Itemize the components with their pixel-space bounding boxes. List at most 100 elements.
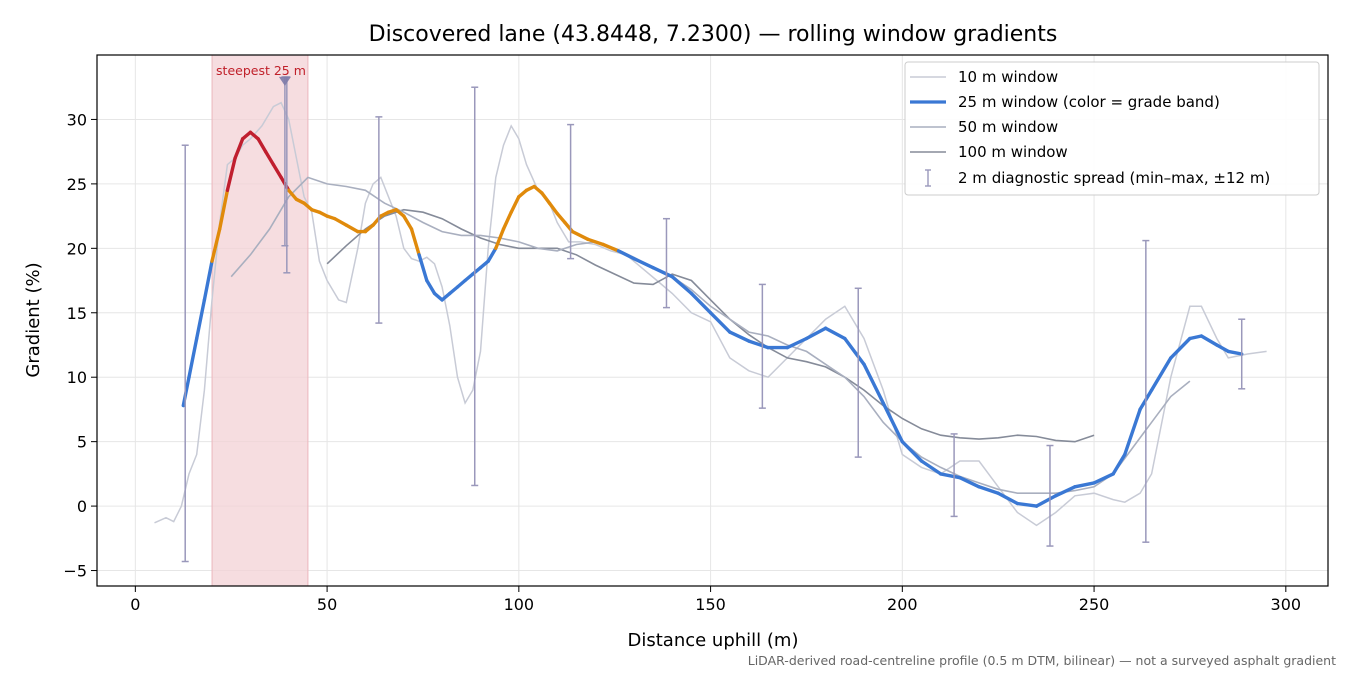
series-25m-segment [287,188,299,202]
series-25m-segment [187,336,199,379]
y-tick-label: 10 [67,368,87,387]
series-25m-segment [881,401,904,444]
series-25m-segment [417,253,429,283]
series-25m-segment [785,336,809,350]
series-25m-segment [264,149,276,167]
y-tick-label: −5 [63,562,87,581]
series-25m-segment [586,237,605,247]
legend-label-100m: 100 m window [958,143,1068,161]
y-tick-label: 30 [67,110,87,129]
legend-label-50m: 50 m window [958,118,1058,136]
series-25m-segment [843,336,866,366]
series-25m-segment [409,227,421,257]
series-25m-segment [919,459,943,476]
series-25m-segment [333,216,348,227]
series-25m-segment [1053,485,1077,498]
series-25m-segment [728,330,751,343]
series-25m-segment [547,201,559,216]
legend: 10 m window 25 m window (color = grade b… [904,61,1320,196]
plot-frame [96,54,1329,587]
diagnostic-error-bar [662,217,670,309]
y-tick-label: 5 [77,433,87,452]
series-25m-segment [425,278,437,296]
series-25m-segment [804,326,828,341]
steepest-marker [278,76,291,86]
y-axis-label: Gradient (%) [23,262,44,377]
x-tick-label: 200 [887,595,918,614]
x-axis-label: Distance uphill (m) [628,630,799,651]
y-tick-label: 15 [67,304,87,323]
series-25m-segment [1123,407,1142,457]
steepest-band [212,55,308,586]
series-25m-segment [689,291,713,315]
series-25m-segment [210,227,222,263]
series-25m-segment [1034,494,1058,508]
series-25m-segment [958,476,981,489]
series-25m-segment [509,195,521,214]
series-25m-segment [1111,452,1127,476]
x-tick-label: 300 [1271,595,1302,614]
series-10m-line [154,101,1267,527]
series-25m-segment [632,256,655,270]
legend-label-25m: 25 m window (color = grade band) [958,93,1220,111]
x-tick-label: 50 [317,595,337,614]
diagnostic-error-bar [758,283,766,409]
diagnostic-error-bar [1046,444,1054,547]
series-25m-segment [747,339,770,350]
diagnostic-error-bar [950,433,958,518]
series-25m-segment [494,227,506,251]
diagnostic-error-bar [1238,318,1246,390]
y-tick-label: 0 [77,497,87,516]
steepest-marker-layer [278,76,291,86]
series-25m-segment [217,188,230,231]
series-25m-segment [1188,334,1204,341]
chart-title: Discovered lane (43.8448, 7.2300) — roll… [369,22,1058,47]
series-25m-segment [616,249,636,261]
legend-swatch-errorbar [925,169,931,187]
diagnostic-error-bar [471,86,479,487]
legend-label-10m: 10 m window [958,68,1058,86]
series-25m-segment [977,485,1000,495]
series-25m-segment [225,156,237,193]
series-25m-segment [900,440,924,463]
series-25m-segment [344,223,360,234]
series-25m-segment [1092,472,1115,485]
series-25m-segment [862,362,885,405]
series-25m-segment [996,491,1020,506]
diagnostic-error-bar [1142,239,1150,543]
footnote: LiDAR-derived road-centreline profile (0… [748,653,1336,668]
series-25m-segment [371,214,383,227]
series-25m-segment [708,311,732,334]
series-25m-segment [555,211,567,225]
series-25m-segment [1199,334,1219,347]
series-25m-segment [501,210,513,231]
x-tick-label: 150 [695,595,726,614]
series-25m-segment [202,259,214,302]
series-25m-segment [1073,481,1096,489]
series-25m-segment [194,298,207,341]
series-25m-segment [233,137,245,160]
diagnostic-error-bar [854,287,862,458]
series-25m-segment [570,229,590,242]
series-layer [154,101,1267,527]
diagnostic-error-bar [181,144,189,563]
diagnostic-error-bar [567,123,575,260]
series-25m-segment [1226,349,1244,356]
series-50m-line [230,176,1191,494]
steepest-label: steepest 25 m [216,63,306,78]
legend-label-errorbar: 2 m diagnostic spread (min–max, ±12 m) [958,169,1270,187]
series-100m-line [326,208,1095,443]
series-25m-segment [1015,501,1039,508]
series-25m-segment [540,191,552,205]
x-axis-ticks: 0 50 100 150 200 250 300 [130,586,1301,614]
series-25m-segment [563,220,575,234]
y-tick-label: 20 [67,239,87,258]
series-25m-segment [181,375,191,408]
series-25m-segment [402,214,414,231]
series-25m-segment [651,266,674,279]
series-25m-segment [823,326,847,341]
series-25m-segment [601,242,621,253]
series-25m-segment [1215,343,1231,354]
series-25m-segment [939,472,962,480]
diagnostic-error-bars [181,76,1246,563]
